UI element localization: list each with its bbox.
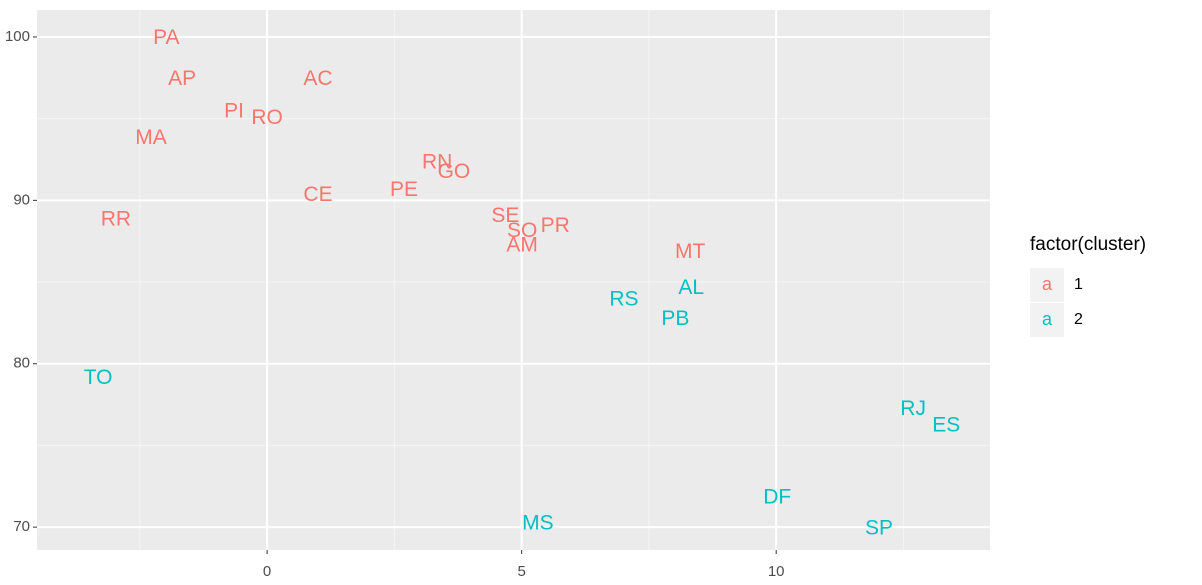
legend-key-box [1030,268,1064,302]
panel [37,10,990,550]
point-label: TO [84,366,113,389]
point-label: DF [763,485,791,508]
point-label: AP [168,67,196,90]
y-tick-label: 70 [13,518,30,535]
point-label: AM [506,234,538,257]
legend-key: a [1042,274,1053,294]
point-label: SO [507,219,537,242]
point-label: SE [491,204,519,227]
x-tick-label: 5 [517,563,525,580]
point-label: RN [422,150,452,173]
point-label: PA [153,26,179,49]
point-label: RR [101,208,131,231]
y-tick-label: 80 [13,355,30,372]
y-tick-label: 90 [13,191,30,208]
point-label: RJ [900,397,926,420]
legend-title: factor(cluster) [1030,234,1146,255]
point-label: PR [541,214,570,237]
point-label: RS [609,288,638,311]
point-label: SP [865,516,893,539]
point-label: PB [661,307,689,330]
x-tick-label: 0 [263,563,271,580]
point-label: MA [135,126,167,149]
point-label: PE [390,178,418,201]
point-label: RO [251,106,283,129]
legend-label: 1 [1074,276,1083,293]
point-label: MS [522,511,554,534]
point-label: AC [303,67,332,90]
point-label: PI [224,100,244,123]
legend-key: a [1042,309,1053,329]
legend-key-box [1030,303,1064,337]
point-label: GO [438,160,471,183]
point-label: MT [675,240,705,263]
y-tick-label: 100 [5,28,30,45]
point-label: CE [303,183,332,206]
legend-label: 2 [1074,311,1083,328]
point-label: AL [678,276,704,299]
point-label: ES [932,413,960,436]
x-tick-label: 10 [768,563,785,580]
